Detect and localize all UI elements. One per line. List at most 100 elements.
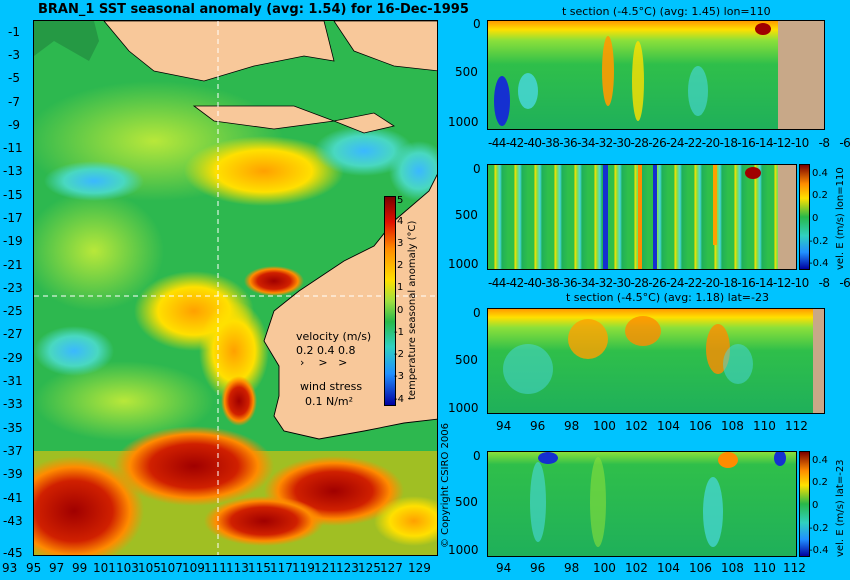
p3-x-tick: 110 xyxy=(753,419,776,433)
p3-x-tick: 100 xyxy=(593,419,616,433)
p2-cb-tick: 0 xyxy=(812,213,819,224)
p1-y0: 0 xyxy=(473,17,481,31)
y-tick: -25 xyxy=(3,304,23,318)
velocity-arrows: › > > xyxy=(300,356,348,369)
p4-y0: 0 xyxy=(473,449,481,463)
sst-map xyxy=(33,20,438,556)
p2-x-tick: -36 xyxy=(559,276,578,290)
p3-y1000: 1000 xyxy=(448,401,479,415)
p3-x-tick: 98 xyxy=(564,419,580,433)
p4-x-tick: 104 xyxy=(657,561,680,575)
x-tick: 129 xyxy=(408,561,431,575)
p4-y500: 500 xyxy=(455,495,478,509)
p2-x-tick: -10 xyxy=(790,276,809,290)
panel2-colorbar xyxy=(799,164,810,270)
panel4-colorbar xyxy=(799,451,810,557)
p1-x-tick: -10 xyxy=(790,136,809,150)
y-tick: -3 xyxy=(8,48,20,62)
x-tick: 117 xyxy=(270,561,293,575)
p1-x-tick: -30 xyxy=(612,136,631,150)
p2-x-tick: -18 xyxy=(719,276,738,290)
p4-x-tick: 110 xyxy=(753,561,776,575)
section-panel-3 xyxy=(487,308,825,414)
p1-x-tick: -32 xyxy=(594,136,613,150)
p1-x-tick: -36 xyxy=(559,136,578,150)
p4-x-tick: 102 xyxy=(625,561,648,575)
p1-x-tick: -24 xyxy=(666,136,684,150)
p2-cb-tick: 0.4 xyxy=(812,168,828,179)
colorbar-tick: 3 xyxy=(397,238,404,249)
p1-x-tick: -16 xyxy=(737,136,756,150)
y-tick: -23 xyxy=(3,281,23,295)
section-panel-4-graphic xyxy=(530,452,786,547)
y-tick: -39 xyxy=(3,467,23,481)
wind-value: 0.1 N/m² xyxy=(305,395,354,408)
y-tick: -1 xyxy=(8,25,20,39)
p2-colorbar-label: vel. E (m/s) lon=110 xyxy=(835,167,846,270)
y-tick: -27 xyxy=(3,327,23,341)
colorbar-tick: 2 xyxy=(397,260,404,271)
p1-x-tick: -20 xyxy=(701,136,720,150)
p4-x-tick: 100 xyxy=(593,561,616,575)
p2-x-tick: -32 xyxy=(594,276,613,290)
x-tick: 127 xyxy=(380,561,403,575)
p2-x-tick: -22 xyxy=(683,276,702,290)
y-tick: -9 xyxy=(8,118,20,132)
p2-x-tick: -44 xyxy=(488,276,506,290)
y-tick: -15 xyxy=(3,188,23,202)
p2-x-tick: -20 xyxy=(701,276,720,290)
velocity-scale: 0.2 0.4 0.8 xyxy=(296,344,356,357)
p1-y1000: 1000 xyxy=(448,115,479,129)
y-tick: -19 xyxy=(3,234,23,248)
p1-y500: 500 xyxy=(455,65,478,79)
p2-y1000: 1000 xyxy=(448,257,479,271)
p2-cb-tick: -0.4 xyxy=(809,258,829,269)
p2-x-tick: -34 xyxy=(577,276,595,290)
p2-x-tick: -26 xyxy=(648,276,667,290)
p2-cb-tick: 0.2 xyxy=(812,190,828,201)
p4-cb-tick: -0.4 xyxy=(809,545,829,556)
map-colorbar-label: temperature seasonal anomaly (°C) xyxy=(407,220,418,400)
colorbar-tick: 5 xyxy=(397,195,404,206)
p4-cb-tick: 0 xyxy=(812,500,819,511)
section-panel-2 xyxy=(487,164,797,270)
p4-cb-tick: 0.4 xyxy=(812,455,828,466)
p3-x-tick: 96 xyxy=(530,419,546,433)
p3-x-tick: 112 xyxy=(785,419,808,433)
x-tick: 97 xyxy=(49,561,65,575)
p4-y1000: 1000 xyxy=(448,543,479,557)
p2-x-tick: -8 xyxy=(818,276,830,290)
x-tick: 107 xyxy=(160,561,183,575)
y-tick: -13 xyxy=(3,164,23,178)
y-tick: -31 xyxy=(3,374,23,388)
y-tick: -5 xyxy=(8,71,20,85)
p1-x-tick: -18 xyxy=(719,136,738,150)
section-panel-1-graphic xyxy=(494,21,824,129)
p3-x-tick: 94 xyxy=(496,419,512,433)
x-tick: 109 xyxy=(182,561,205,575)
p3-x-tick: 106 xyxy=(689,419,712,433)
colorbar-tick: -4 xyxy=(394,394,404,405)
p4-x-tick: 94 xyxy=(496,561,512,575)
map-title: BRAN_1 SST seasonal anomaly (avg: 1.54) … xyxy=(38,2,469,17)
colorbar-tick: -3 xyxy=(394,371,404,382)
y-tick: -7 xyxy=(8,95,20,109)
p2-x-tick: -12 xyxy=(773,276,791,290)
copyright: © Copyright CSIRO 2006 xyxy=(440,423,451,548)
x-tick: 105 xyxy=(138,561,161,575)
p2-x-tick: -16 xyxy=(737,276,756,290)
x-tick: 119 xyxy=(292,561,315,575)
x-tick: 103 xyxy=(116,561,139,575)
x-tick: 125 xyxy=(358,561,381,575)
p2-x-tick: -38 xyxy=(541,276,560,290)
p2-x-tick: -14 xyxy=(755,276,773,290)
p1-x-tick: -12 xyxy=(773,136,791,150)
p2-y0: 0 xyxy=(473,162,481,176)
x-tick: 95 xyxy=(26,561,42,575)
p4-colorbar-label: vel. E (m/s) lat=-23 xyxy=(835,459,846,557)
p2-x-tick: -40 xyxy=(523,276,542,290)
sst-map-graphic xyxy=(34,21,437,555)
y-tick: -17 xyxy=(3,211,23,225)
p3-x-tick: 104 xyxy=(657,419,680,433)
velocity-title: velocity (m/s) xyxy=(296,330,372,343)
